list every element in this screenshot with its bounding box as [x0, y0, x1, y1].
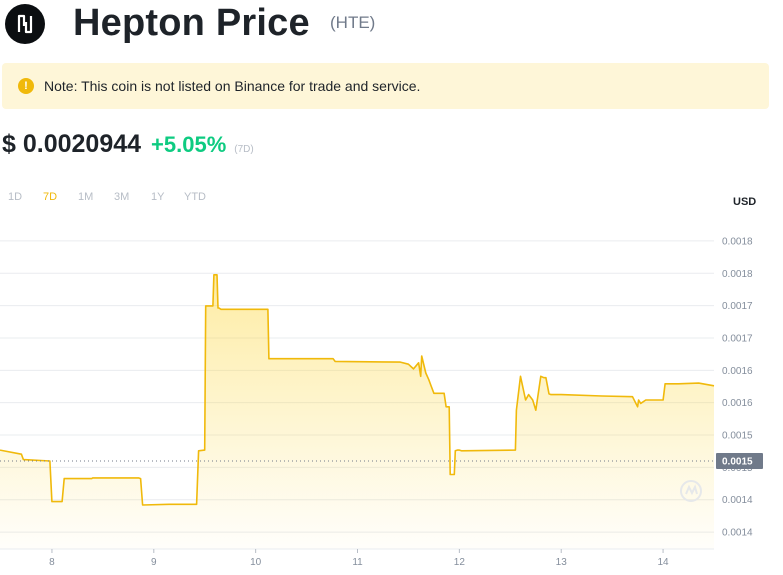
page-title: Hepton Price — [73, 2, 310, 44]
currency-unit: USD — [733, 196, 757, 208]
range-tab-1d[interactable]: 1D — [8, 191, 23, 203]
y-axis: 0.0018 0.0018 0.0017 0.0017 0.0016 0.0016 0.00… — [722, 236, 753, 538]
x-tick-label: 13 — [556, 557, 568, 568]
price-line — [0, 274, 715, 506]
coin-symbol: (HTE) — [330, 13, 376, 32]
x-tick-label: 14 — [658, 557, 670, 568]
y-tick-label: 0.0017 — [722, 333, 753, 344]
x-axis: 8 9 10 11 12 13 14 — [0, 548, 714, 568]
current-price-tag-bg — [716, 452, 763, 469]
y-tick-label: 0.0014 — [722, 495, 753, 506]
price-chart[interactable]: 0.0018 0.0018 0.0017 0.0017 0.0016 0.0016 0.00… — [0, 214, 783, 575]
current-price-tag: 0.0015 — [716, 452, 763, 469]
current-price: $ 0.0020944 — [2, 130, 142, 158]
y-tick-label: 0.0018 — [722, 269, 753, 280]
current-price-tag-text: 0.0015 — [722, 456, 753, 467]
y-tick-label: 0.0017 — [722, 301, 753, 312]
x-tick-label: 11 — [352, 557, 363, 568]
x-tick-label: 9 — [151, 557, 157, 568]
hepton-logo-glyph — [17, 14, 33, 34]
x-tick-label: 8 — [49, 557, 55, 568]
y-tick-label: 0.0016 — [722, 398, 753, 409]
hepton-logo-icon — [5, 4, 45, 44]
range-tab-3m[interactable]: 3M — [114, 191, 130, 203]
y-tick-label: 0.0018 — [722, 236, 753, 247]
range-tab-ytd[interactable]: YTD — [184, 191, 206, 203]
x-tick-label: 12 — [454, 557, 466, 568]
binance-watermark-icon — [680, 480, 702, 502]
header: Hepton Price (HTE) — [0, 0, 783, 54]
listing-note-banner: ! Note: This coin is not listed on Binan… — [2, 63, 769, 109]
exclamation-circle-icon: ! — [18, 78, 34, 94]
change-period: (7D) — [234, 144, 254, 155]
price-row: $ 0.0020944 +5.05% (7D) — [2, 130, 254, 164]
range-tab-1y[interactable]: 1Y — [151, 191, 165, 203]
y-tick-label: 0.0015 — [722, 431, 753, 442]
listing-note-text: Note: This coin is not listed on Binance… — [44, 78, 421, 94]
price-change: +5.05% — [151, 132, 227, 157]
x-tick-label: 10 — [250, 557, 262, 568]
y-tick-label: 0.0016 — [722, 366, 753, 377]
price-area — [0, 274, 714, 549]
range-tab-7d[interactable]: 7D — [43, 191, 58, 203]
range-tab-1m[interactable]: 1M — [78, 191, 94, 203]
y-tick-label: 0.0014 — [722, 528, 753, 539]
